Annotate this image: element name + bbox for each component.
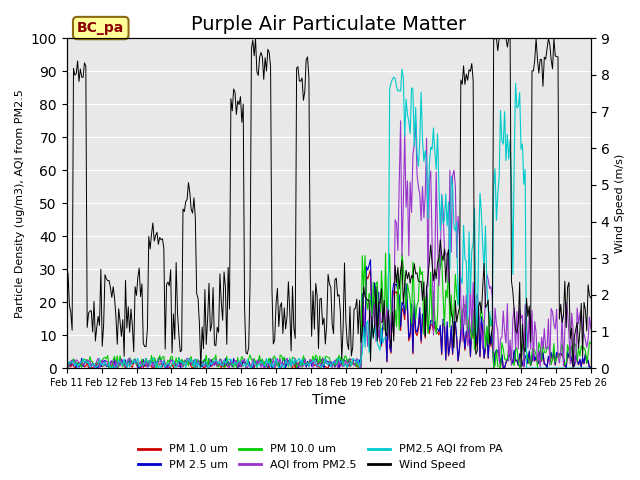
Text: BC_pa: BC_pa — [77, 21, 124, 35]
Y-axis label: Wind Speed (m/s): Wind Speed (m/s) — [615, 154, 625, 253]
X-axis label: Time: Time — [312, 394, 346, 408]
Legend: PM 1.0 um, PM 2.5 um, PM 10.0 um, AQI from PM2.5, PM2.5 AQI from PA, Wind Speed: PM 1.0 um, PM 2.5 um, PM 10.0 um, AQI fr… — [133, 440, 507, 474]
Title: Purple Air Particulate Matter: Purple Air Particulate Matter — [191, 15, 467, 34]
Y-axis label: Particle Density (ug/m3), AQI from PM2.5: Particle Density (ug/m3), AQI from PM2.5 — [15, 89, 25, 318]
